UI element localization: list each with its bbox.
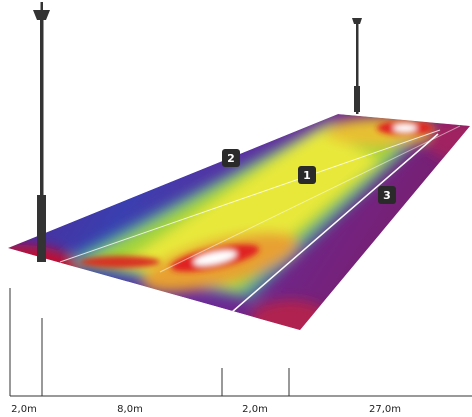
- lamp-post: [33, 2, 50, 262]
- marker: 1: [303, 169, 311, 182]
- illuminance-map: [8, 114, 470, 330]
- marker: 2: [227, 152, 235, 165]
- marker: 3: [383, 189, 391, 202]
- dimension-label: 27,0m: [369, 404, 401, 415]
- marker-box: [222, 149, 240, 167]
- dimension-label: 8,0m: [117, 404, 143, 415]
- dimension-label: 2,0m: [11, 404, 37, 415]
- markers: 2 1 3: [222, 149, 396, 204]
- dimension-label: 2,0m: [242, 404, 268, 415]
- lamp-post: [352, 18, 362, 114]
- marker-box: [298, 166, 316, 184]
- dimension-lines: [9, 288, 472, 397]
- marker-box: [378, 186, 396, 204]
